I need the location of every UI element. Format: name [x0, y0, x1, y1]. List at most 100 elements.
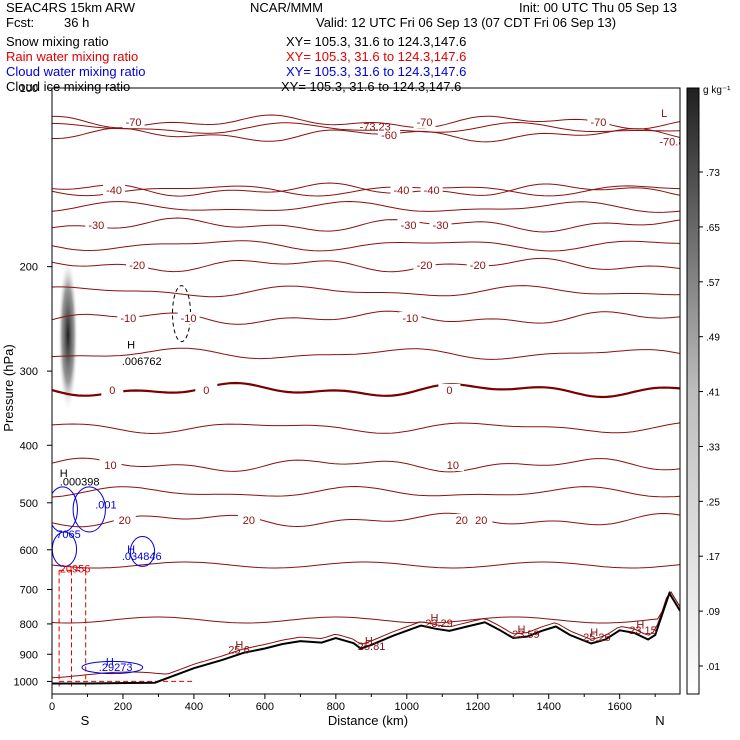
- annotation-label: 20956: [60, 563, 91, 575]
- isotherm--70: [52, 114, 680, 130]
- model-title: SEAC4RS 15km ARW: [6, 0, 136, 15]
- contour-labels: -70 -70 -70 -60 -40 -40 -40 -30 -30 -30 -20 -20 -20 -…: [85, 116, 610, 527]
- isotherm-label: -70: [590, 117, 606, 129]
- isotherm-label: -10: [402, 313, 418, 325]
- isotherm-label: 0: [109, 385, 115, 397]
- isotherm-label-bg: [399, 312, 422, 324]
- annotations: H.006762H.000398.0017065H.03484620956H.2…: [56, 108, 680, 674]
- cloud-water-contours: [52, 486, 156, 675]
- isotherm-label: -10: [120, 313, 136, 325]
- annotation-label: H: [517, 624, 525, 636]
- y-tick-label: 500: [20, 498, 38, 510]
- x-axis: 0 200 400 600 800 1000 1200 1400 1600: [49, 694, 656, 713]
- isotherm--5: [52, 347, 680, 360]
- isotherm-label-bg: [122, 116, 145, 128]
- isotherm-label: -70: [417, 117, 433, 129]
- isotherm-label: 20: [119, 515, 131, 527]
- y-tick-label: 700: [20, 585, 38, 597]
- forecast-hour: 36 h: [64, 15, 90, 30]
- isotherm-label: 10: [447, 460, 459, 472]
- isotherm-label-bg: [237, 514, 260, 526]
- isotherm-label-bg: [177, 312, 200, 324]
- isotherm-label-bg: [113, 514, 136, 526]
- field-snow-xy: XY= 105.3, 31.6 to 124.3,147.6: [286, 34, 467, 49]
- field-cloud-water-xy: XY= 105.3, 31.6 to 124.3,147.6: [286, 64, 467, 79]
- y-tick-label: 200: [20, 262, 38, 274]
- x-tick-label: 800: [327, 701, 345, 713]
- y-tick-label: 800: [20, 619, 38, 631]
- isotherm-label: 20: [243, 515, 255, 527]
- isotherm-label: -10: [181, 313, 197, 325]
- field-rain-label: Rain water mixing ratio: [6, 49, 139, 64]
- annotation-label: .000398: [60, 477, 100, 489]
- isotherm-label: -40: [106, 185, 122, 197]
- terrain-line: [52, 590, 680, 685]
- isotherm--20: [52, 257, 680, 273]
- isotherm-label-bg: [438, 384, 461, 396]
- colorbar-unit: g kg⁻¹: [703, 85, 731, 96]
- annotation-label: 23.29: [425, 618, 453, 630]
- annotation-label: 23.59: [512, 629, 540, 641]
- field-rain-xy: XY= 105.3, 31.6 to 124.3,147.6: [286, 49, 467, 64]
- annotation-label: 7065: [56, 529, 80, 541]
- plot-area: -70 -70 -70 -60 -40 -40 -40 -30 -30 -30 -20 -20 -20 -…: [52, 108, 680, 687]
- isotherm-label: -30: [433, 220, 449, 232]
- colorbar: g kg⁻¹ .01 .09 .17 .25 .33 .41 .49 .57 .65 .73: [686, 85, 731, 695]
- forecast-label: Fcst:: [6, 15, 35, 30]
- y-axis-title: Pressure (hPa): [1, 344, 16, 431]
- isotherm--35: [52, 200, 680, 213]
- isotherm-label: 20: [456, 515, 468, 527]
- valid-time: Valid: 12 UTC Fri 06 Sep 13 (07 CDT Fri …: [316, 15, 617, 30]
- x-tick-label: 1000: [395, 701, 419, 713]
- annotation-label: L: [661, 108, 667, 120]
- isotherm--15: [52, 285, 680, 298]
- isotherm-warm-1: [52, 591, 680, 624]
- x-tick-label: 400: [185, 701, 203, 713]
- isotherm-label: -30: [401, 220, 417, 232]
- isotherm-label-bg: [99, 459, 122, 471]
- isotherm-label-bg: [470, 514, 493, 526]
- annotation-label: H: [60, 468, 68, 480]
- cloud-water-contour: [129, 536, 156, 567]
- annotation-label: H: [127, 544, 135, 556]
- isotherm-label: -30: [88, 220, 104, 232]
- isotherm-label-bg: [195, 384, 218, 396]
- isotherm-label-bg: [103, 184, 126, 196]
- isotherm-5: [52, 422, 680, 435]
- annotation-label: .034846: [122, 551, 162, 563]
- y-tick-label: 1000: [14, 676, 38, 688]
- plot-frame: [51, 87, 681, 695]
- field-cloud-ice-xy: XY= 105.3, 31.6 to 124.3,147.6: [281, 79, 462, 94]
- isotherm-0: [52, 381, 680, 399]
- isotherm-label-bg: [117, 312, 140, 324]
- annotation-label: 25.26: [583, 632, 611, 644]
- field-cloud-water-label: Cloud water mixing ratio: [6, 64, 146, 79]
- isotherm-label: -20: [417, 260, 433, 272]
- isotherm-20: [52, 512, 680, 528]
- annotation-label: 25.6: [228, 645, 249, 657]
- isotherm-label: -40: [394, 185, 410, 197]
- x-tick-label: 1200: [466, 701, 490, 713]
- isotherm-label: 0: [446, 385, 452, 397]
- isotherm-label: -20: [470, 260, 486, 272]
- rain-water-contours: [58, 569, 194, 687]
- isotherm-label: -60: [381, 130, 397, 142]
- x-tick-label: 1400: [536, 701, 560, 713]
- isotherm--60: [52, 127, 680, 143]
- field-cloud-ice-label: Cloud ice mixing ratio: [6, 79, 131, 94]
- x-tick-label: 0: [49, 701, 55, 713]
- init-time: Init: 00 UTC Thu 05 Sep 13: [519, 0, 678, 15]
- isotherm-label-bg: [101, 384, 124, 396]
- annotation-label: H: [636, 620, 644, 632]
- colorbar-tick-label: .41: [706, 388, 720, 399]
- y-axis: 100 200 300 400 500 600 700 800 900 1000: [14, 83, 52, 688]
- isotherm--30: [52, 217, 680, 233]
- annotation-label: 23.15: [629, 625, 657, 637]
- isotherm-warm-2: [52, 591, 680, 679]
- isotherm-label-bg: [441, 459, 464, 471]
- y-tick-label: 300: [20, 366, 38, 378]
- isotherm-label: -40: [424, 185, 440, 197]
- isotherm--65: [52, 121, 680, 134]
- organization: NCAR/MMM: [250, 0, 323, 15]
- colorbar-tick-label: .25: [706, 497, 720, 508]
